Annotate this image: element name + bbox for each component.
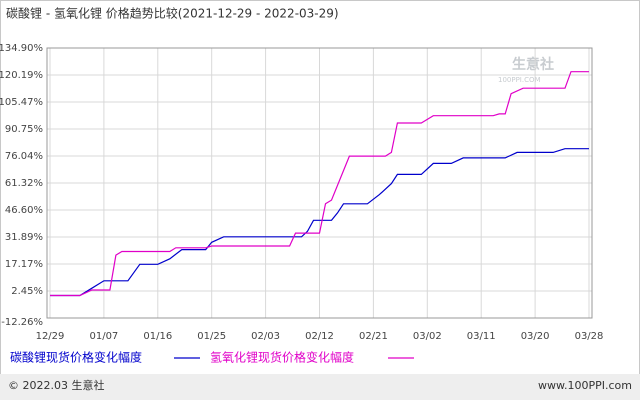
y-tick-label: 76.04%: [5, 151, 43, 162]
series-line: [50, 71, 589, 297]
y-tick-label: 105.47%: [0, 97, 43, 108]
x-tick-label: 02/03: [251, 331, 280, 342]
x-tick-label: 03/02: [413, 331, 442, 342]
chart-title: 碳酸锂 - 氢氧化锂 价格趋势比较(2021-12-29 - 2022-03-2…: [6, 6, 339, 21]
y-tick-label: 120.19%: [0, 70, 43, 81]
footer-right: www.100PPI.com: [538, 379, 632, 392]
footer-bar: [0, 374, 640, 400]
watermark: 生意社: [512, 56, 554, 73]
x-tick-label: 01/07: [89, 331, 118, 342]
x-tick-label: 03/11: [467, 331, 496, 342]
y-tick-label: 17.17%: [5, 259, 43, 270]
y-tick-label: 61.32%: [5, 178, 43, 189]
x-tick-label: 02/21: [359, 331, 388, 342]
y-tick-label: -12.26%: [1, 317, 43, 328]
x-tick-label: 01/25: [197, 331, 226, 342]
y-tick-label: 134.90%: [0, 43, 43, 54]
x-tick-label: 03/28: [575, 331, 604, 342]
legend-label: 氢氧化锂现货价格变化幅度: [210, 350, 354, 365]
x-tick-label: 01/16: [143, 331, 172, 342]
plot-border: [46, 47, 593, 319]
y-tick-label: 2.45%: [11, 286, 43, 297]
footer-left: © 2022.03 生意社: [8, 378, 104, 392]
y-tick-label: 90.75%: [5, 124, 43, 135]
x-tick-label: 12/29: [36, 331, 65, 342]
y-tick-label: 31.89%: [5, 232, 43, 243]
y-tick-label: 46.60%: [5, 205, 43, 216]
legend-label: 碳酸锂现货价格变化幅度: [10, 350, 142, 365]
watermark: 100PPI.COM: [498, 76, 541, 84]
x-tick-label: 02/12: [305, 331, 334, 342]
series-line: [50, 148, 589, 297]
x-tick-label: 03/20: [521, 331, 550, 342]
